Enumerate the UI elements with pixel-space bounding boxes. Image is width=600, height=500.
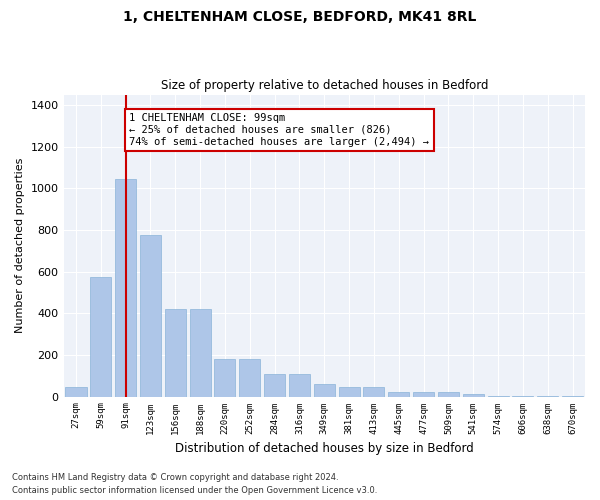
Title: Size of property relative to detached houses in Bedford: Size of property relative to detached ho… <box>161 79 488 92</box>
Bar <box>463 394 484 396</box>
Y-axis label: Number of detached properties: Number of detached properties <box>15 158 25 333</box>
X-axis label: Distribution of detached houses by size in Bedford: Distribution of detached houses by size … <box>175 442 473 455</box>
Bar <box>190 309 211 396</box>
Bar <box>165 309 186 396</box>
Bar <box>413 392 434 396</box>
Bar <box>115 179 136 396</box>
Bar <box>214 359 235 397</box>
Bar <box>239 359 260 397</box>
Bar <box>364 387 385 396</box>
Bar <box>314 384 335 396</box>
Text: Contains HM Land Registry data © Crown copyright and database right 2024.
Contai: Contains HM Land Registry data © Crown c… <box>12 474 377 495</box>
Bar <box>140 235 161 396</box>
Text: 1, CHELTENHAM CLOSE, BEDFORD, MK41 8RL: 1, CHELTENHAM CLOSE, BEDFORD, MK41 8RL <box>124 10 476 24</box>
Bar <box>289 374 310 396</box>
Bar <box>338 387 359 396</box>
Bar <box>264 374 285 396</box>
Bar <box>65 387 86 396</box>
Text: 1 CHELTENHAM CLOSE: 99sqm
← 25% of detached houses are smaller (826)
74% of semi: 1 CHELTENHAM CLOSE: 99sqm ← 25% of detac… <box>130 114 430 146</box>
Bar <box>438 392 459 396</box>
Bar <box>388 392 409 396</box>
Bar <box>90 277 112 396</box>
